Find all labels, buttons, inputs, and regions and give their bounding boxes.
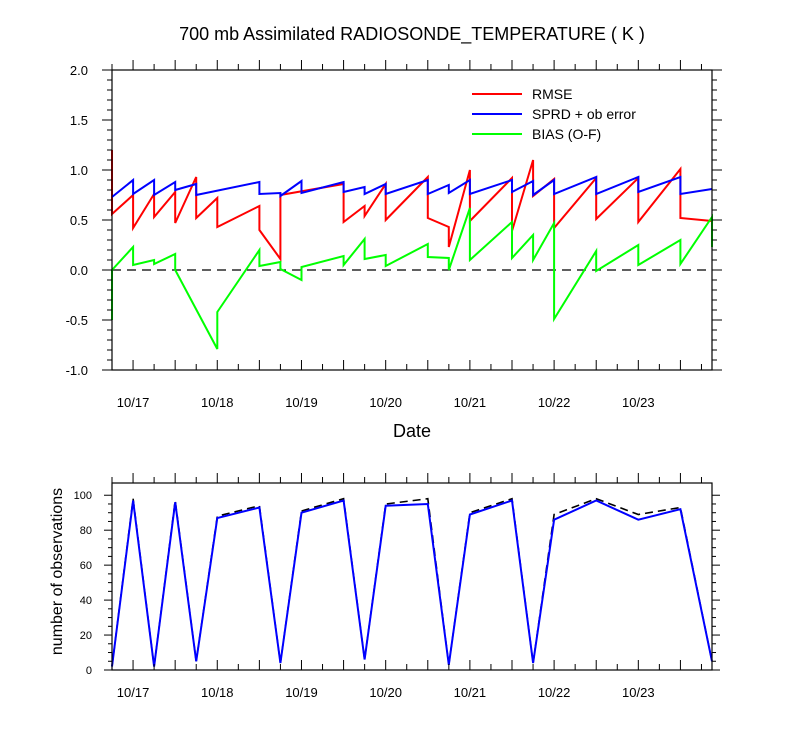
bottom-x-tick-label: 10/21	[454, 685, 487, 700]
series-line-rmse	[111, 150, 713, 263]
top-x-tick-label: 10/18	[201, 395, 234, 410]
bottom-y-tick-label: 60	[80, 560, 92, 572]
observations-solid-line	[111, 499, 713, 667]
bottom-axis-ticks: 10/17 10/18 10/19 10/20 10/21 10/22 10/23 0 20 40…	[74, 473, 720, 700]
bottom-y-tick-label: 0	[86, 665, 92, 677]
bottom-y-tick-label: 40	[80, 595, 92, 607]
top-y-tick-label: -0.5	[66, 313, 88, 328]
top-series-layer	[111, 150, 713, 350]
observations-dashed-line	[111, 497, 713, 667]
bottom-series-layer	[111, 497, 713, 667]
bottom-x-tick-label: 10/22	[538, 685, 571, 700]
top-x-tick-label: 10/19	[285, 395, 318, 410]
top-x-tick-label: 10/20	[369, 395, 402, 410]
top-y-tick-label: 0.0	[70, 263, 88, 278]
bottom-x-tick-label: 10/18	[201, 685, 234, 700]
top-y-tick-label: 0.5	[70, 213, 88, 228]
bottom-x-tick-label: 10/17	[117, 685, 150, 700]
top-y-tick-label: 1.0	[70, 163, 88, 178]
top-y-tick-label: 2.0	[70, 63, 88, 78]
chart-legend: RMSE SPRD + ob error BIAS (O-F)	[472, 86, 636, 142]
series-line-bias-o-f	[111, 207, 713, 350]
top-y-tick-label: -1.0	[66, 363, 88, 378]
y-axis-label-observations: number of observations	[49, 488, 66, 655]
x-axis-label: Date	[393, 421, 431, 441]
top-axis-ticks: 10/17 10/18 10/19 10/20 10/21 10/22 10/23 -1.0 -…	[66, 60, 722, 410]
bottom-chart-panel: 10/17 10/18 10/19 10/20 10/21 10/22 10/23 0 20 40…	[49, 473, 720, 700]
top-chart-panel: 10/17 10/18 10/19 10/20 10/21 10/22 10/23 -1.0 -…	[66, 60, 722, 441]
top-x-tick-label: 10/23	[622, 395, 655, 410]
top-x-tick-label: 10/22	[538, 395, 571, 410]
top-x-tick-label: 10/21	[454, 395, 487, 410]
bottom-x-tick-label: 10/20	[369, 685, 402, 700]
top-y-tick-label: 1.5	[70, 113, 88, 128]
bottom-y-tick-label: 100	[74, 490, 92, 502]
legend-label: RMSE	[532, 86, 572, 102]
legend-label: BIAS (O-F)	[532, 126, 601, 142]
legend-label: SPRD + ob error	[532, 106, 636, 122]
top-x-tick-label: 10/17	[117, 395, 150, 410]
bottom-y-tick-label: 80	[80, 525, 92, 537]
bottom-plot-frame	[111, 482, 713, 671]
bottom-x-tick-label: 10/23	[622, 685, 655, 700]
chart-title: 700 mb Assimilated RADIOSONDE_TEMPERATUR…	[179, 24, 645, 45]
series-line-sprd-ob-error	[111, 175, 713, 198]
bottom-y-tick-label: 20	[80, 630, 92, 642]
bottom-x-tick-label: 10/19	[285, 685, 318, 700]
